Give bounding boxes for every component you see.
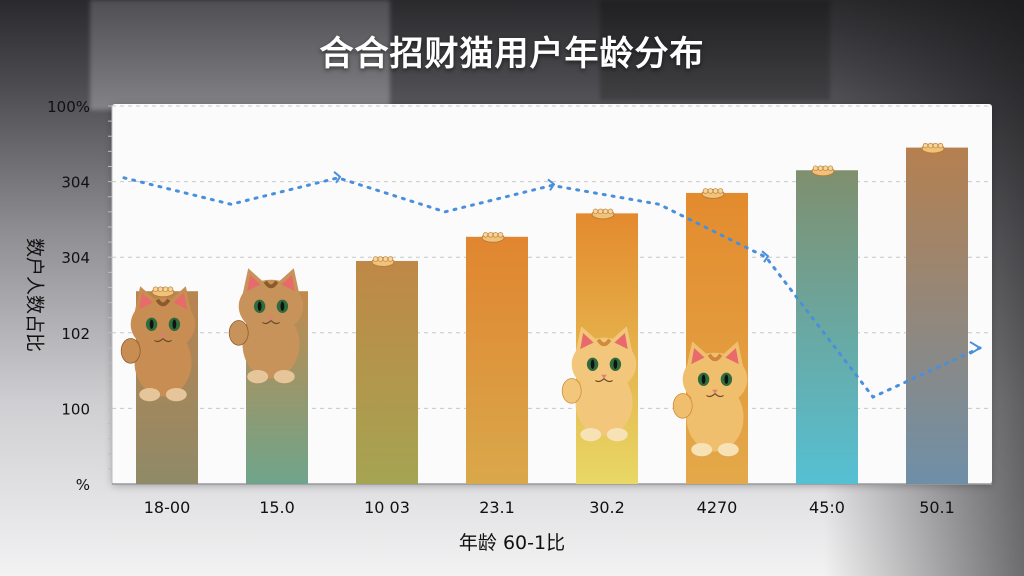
trend-line bbox=[122, 171, 982, 399]
background-monitor bbox=[600, 0, 830, 100]
paw-icon bbox=[921, 142, 945, 154]
paw-icon bbox=[591, 208, 615, 220]
x-tick-label: 18-00 bbox=[144, 498, 191, 517]
bar bbox=[906, 147, 968, 484]
trend-arrow-icon bbox=[969, 341, 982, 355]
x-tick-label: 10 03 bbox=[364, 498, 410, 517]
cat-figures bbox=[120, 268, 748, 457]
background-laptop bbox=[90, 0, 390, 110]
chart-title: 合合招财猫用户年龄分布 bbox=[319, 34, 705, 74]
y-tick-label: % bbox=[76, 476, 90, 494]
paw-icon bbox=[811, 165, 835, 177]
trend-marker bbox=[547, 178, 556, 191]
y-tick-label: 304 bbox=[61, 249, 90, 267]
x-tick-label: 4270 bbox=[697, 498, 738, 517]
grid-lines bbox=[108, 105, 992, 485]
lucky-cat-figure bbox=[561, 326, 637, 442]
y-axis-label: 数户人数占比 bbox=[23, 237, 46, 353]
lucky-cat-figure bbox=[228, 268, 304, 384]
paw-icon bbox=[371, 256, 395, 267]
lucky-cat-figure bbox=[120, 286, 196, 402]
x-tick-label: 30.2 bbox=[589, 498, 625, 517]
bar bbox=[356, 260, 418, 484]
x-tick-label: 23.1 bbox=[479, 498, 515, 517]
x-axis-label: 年龄 60-1比 bbox=[458, 532, 566, 554]
x-tick-label: 15.0 bbox=[259, 498, 295, 517]
trend-marker bbox=[333, 171, 342, 184]
trend-line-path bbox=[122, 176, 982, 399]
paw-icon bbox=[481, 232, 505, 243]
x-tick-label: 50.1 bbox=[919, 498, 955, 517]
lucky-cat-figure bbox=[672, 341, 748, 457]
trend-marker bbox=[761, 250, 770, 263]
y-tick-label: 100% bbox=[47, 98, 90, 116]
y-axis-ticks: % 100 102 304 304 100% bbox=[47, 98, 90, 494]
y-tick-label: 304 bbox=[61, 174, 90, 192]
y-tick-label: 102 bbox=[61, 325, 90, 343]
y-tick-label: 100 bbox=[61, 400, 90, 418]
x-tick-label: 45:0 bbox=[809, 498, 845, 517]
paw-icon bbox=[701, 188, 725, 199]
x-axis-ticks: 18-00 15.0 10 03 23.1 30.2 4270 45:0 50.1 bbox=[144, 498, 955, 517]
paw-icon bbox=[151, 286, 175, 298]
bar bbox=[796, 170, 858, 484]
bar bbox=[466, 236, 528, 484]
